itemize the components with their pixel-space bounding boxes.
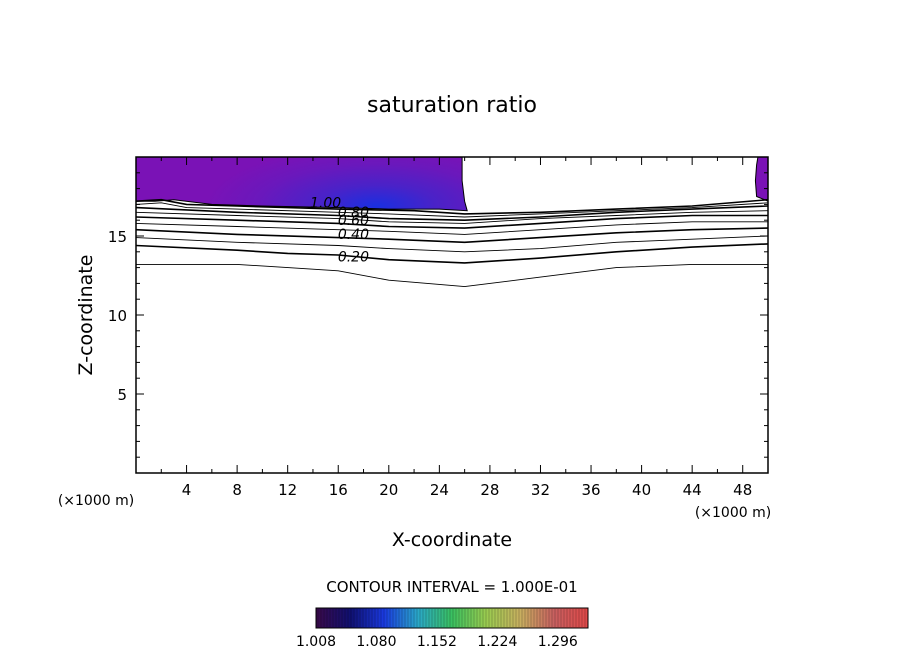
x-tick-label: 36 [581,481,600,499]
contour-line-0.60 [136,214,768,229]
contour-label: 0.60 [338,213,369,229]
contour-label: 0.20 [338,249,369,265]
x-tick-label: 32 [531,481,550,499]
y-axis-label: Z-coordinate [75,255,97,376]
x-tick-label: 16 [329,481,348,499]
contour-label: 0.40 [338,227,369,243]
y-tick-label: 5 [117,386,127,404]
x-tick-label: 4 [182,481,192,499]
x-tick-label: 12 [278,481,297,499]
x-tick-label: 48 [733,481,752,499]
x-tick-label: 20 [379,481,398,499]
x-tick-label: 44 [683,481,702,499]
contour-line-0.10 [136,263,768,288]
y-tick-label: 15 [108,228,127,246]
colorbar-stripes [317,609,586,627]
contour-line-0.70 [136,210,768,224]
shaded-region-1 [754,157,768,202]
contour-label: 1.00 [310,196,341,212]
contour-line-0.40 [136,227,768,244]
shaded-regions [136,157,768,212]
colorbar-label: 1.080 [356,634,396,650]
shaded-region-0 [136,157,468,212]
x-tick-label: 40 [632,481,651,499]
y-tick-labels: 5 10 15 [108,228,127,404]
contour-line-1.00 [136,198,768,215]
contour-line-0.30 [136,235,768,253]
contour-line-0.80 [136,205,768,222]
x-unit-right: (×1000 m) [695,505,771,521]
colorbar-labels: 1.008 1.080 1.152 1.224 1.296 [296,634,578,650]
colorbar [315,607,589,629]
x-tick-label: 24 [430,481,449,499]
x-tick-label: 8 [232,481,242,499]
chart-title: saturation ratio [367,93,537,118]
axis-ticks [135,156,769,474]
y-tick-label: 10 [108,307,127,325]
contour-line-0.50 [136,221,768,235]
contour-line-0.20 [136,243,768,264]
contour-interval-text: CONTOUR INTERVAL = 1.000E-01 [326,578,577,596]
x-axis-label: X-coordinate [392,529,512,551]
contour-line-0.90 [136,202,768,218]
colorbar-label: 1.224 [477,634,517,650]
x-unit-left: (×1000 m) [58,493,134,509]
colorbar-label: 1.152 [417,634,457,650]
contour-lines [136,198,768,288]
colorbar-label: 1.008 [296,634,336,650]
contour-labels: 1.000.800.600.40 0.20 [310,196,369,266]
contour-label: 0.80 [338,205,369,221]
x-tick-label: 28 [480,481,499,499]
colorbar-label: 1.296 [538,634,578,650]
x-tick-labels: 4 8 12 16 20 24 28 32 36 40 44 48 [182,481,752,499]
